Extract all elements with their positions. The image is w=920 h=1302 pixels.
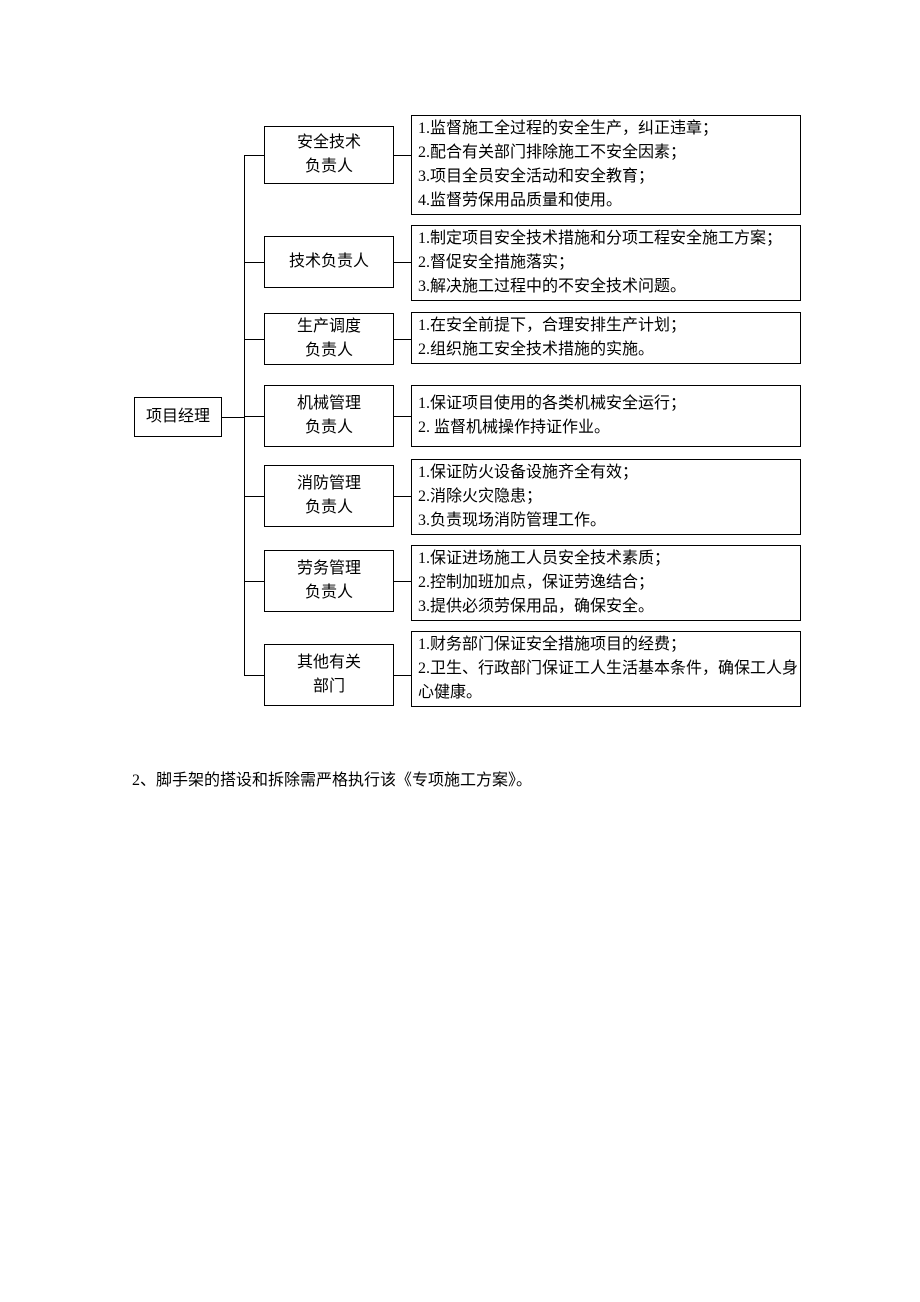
role-node-label: 部门 [313, 675, 345, 699]
desc-node: 1.财务部门保证安全措施项目的经费；2.卫生、行政部门保证工人生活基本条件，确保… [411, 631, 801, 707]
desc-node: 1.监督施工全过程的安全生产，纠正违章；2.配合有关部门排除施工不安全因素；3.… [411, 115, 801, 215]
role-node: 生产调度负责人 [264, 313, 394, 365]
desc-line: 2. 监督机械操作持证作业。 [418, 416, 794, 440]
role-node: 消防管理负责人 [264, 465, 394, 527]
desc-line: 心健康。 [418, 681, 794, 705]
desc-line: 1.监督施工全过程的安全生产，纠正违章； [418, 117, 794, 141]
role-node-label: 技术负责人 [289, 250, 369, 274]
desc-line: 3.负责现场消防管理工作。 [418, 509, 794, 533]
desc-node: 1.保证项目使用的各类机械安全运行；2. 监督机械操作持证作业。 [411, 385, 801, 447]
footnote-text: 2、脚手架的搭设和拆除需严格执行该《专项施工方案》。 [132, 766, 532, 790]
role-node-label: 负责人 [305, 416, 353, 440]
root-node-label: 项目经理 [146, 405, 210, 429]
desc-line: 2.控制加班加点，保证劳逸结合； [418, 571, 794, 595]
role-node: 劳务管理负责人 [264, 550, 394, 612]
desc-line: 2.配合有关部门排除施工不安全因素； [418, 141, 794, 165]
role-node: 安全技术负责人 [264, 126, 394, 184]
role-node-label: 生产调度 [297, 315, 361, 339]
desc-line: 1.保证进场施工人员安全技术素质； [418, 547, 794, 571]
desc-line: 3.提供必须劳保用品，确保安全。 [418, 595, 794, 619]
desc-line: 1.在安全前提下，合理安排生产计划； [418, 314, 794, 338]
desc-node: 1.保证进场施工人员安全技术素质；2.控制加班加点，保证劳逸结合；3.提供必须劳… [411, 545, 801, 621]
desc-line: 3.项目全员安全活动和安全教育； [418, 165, 794, 189]
desc-node: 1.制定项目安全技术措施和分项工程安全施工方案；2.督促安全措施落实；3.解决施… [411, 225, 801, 301]
desc-line: 1.保证防火设备设施齐全有效； [418, 461, 794, 485]
desc-line: 1.制定项目安全技术措施和分项工程安全施工方案； [418, 227, 794, 251]
role-node-label: 安全技术 [297, 131, 361, 155]
role-node-label: 消防管理 [297, 472, 361, 496]
role-node: 机械管理负责人 [264, 385, 394, 447]
desc-line: 1.保证项目使用的各类机械安全运行； [418, 392, 794, 416]
desc-line: 2.督促安全措施落实； [418, 251, 794, 275]
desc-line: 2.组织施工安全技术措施的实施。 [418, 338, 794, 362]
role-node: 技术负责人 [264, 236, 394, 288]
desc-line: 4.监督劳保用品质量和使用。 [418, 189, 794, 213]
role-node-label: 其他有关 [297, 651, 361, 675]
role-node-label: 负责人 [305, 496, 353, 520]
role-node-label: 机械管理 [297, 392, 361, 416]
role-node-label: 劳务管理 [297, 557, 361, 581]
desc-line: 1.财务部门保证安全措施项目的经费； [418, 633, 794, 657]
root-node: 项目经理 [134, 397, 222, 437]
desc-line: 2.消除火灾隐患； [418, 485, 794, 509]
desc-node: 1.在安全前提下，合理安排生产计划；2.组织施工安全技术措施的实施。 [411, 312, 801, 364]
role-node-label: 负责人 [305, 581, 353, 605]
role-node-label: 负责人 [305, 339, 353, 363]
role-node: 其他有关部门 [264, 644, 394, 706]
desc-line: 2.卫生、行政部门保证工人生活基本条件，确保工人身 [418, 657, 794, 681]
role-node-label: 负责人 [305, 155, 353, 179]
desc-line: 3.解决施工过程中的不安全技术问题。 [418, 275, 794, 299]
desc-node: 1.保证防火设备设施齐全有效；2.消除火灾隐患；3.负责现场消防管理工作。 [411, 459, 801, 535]
